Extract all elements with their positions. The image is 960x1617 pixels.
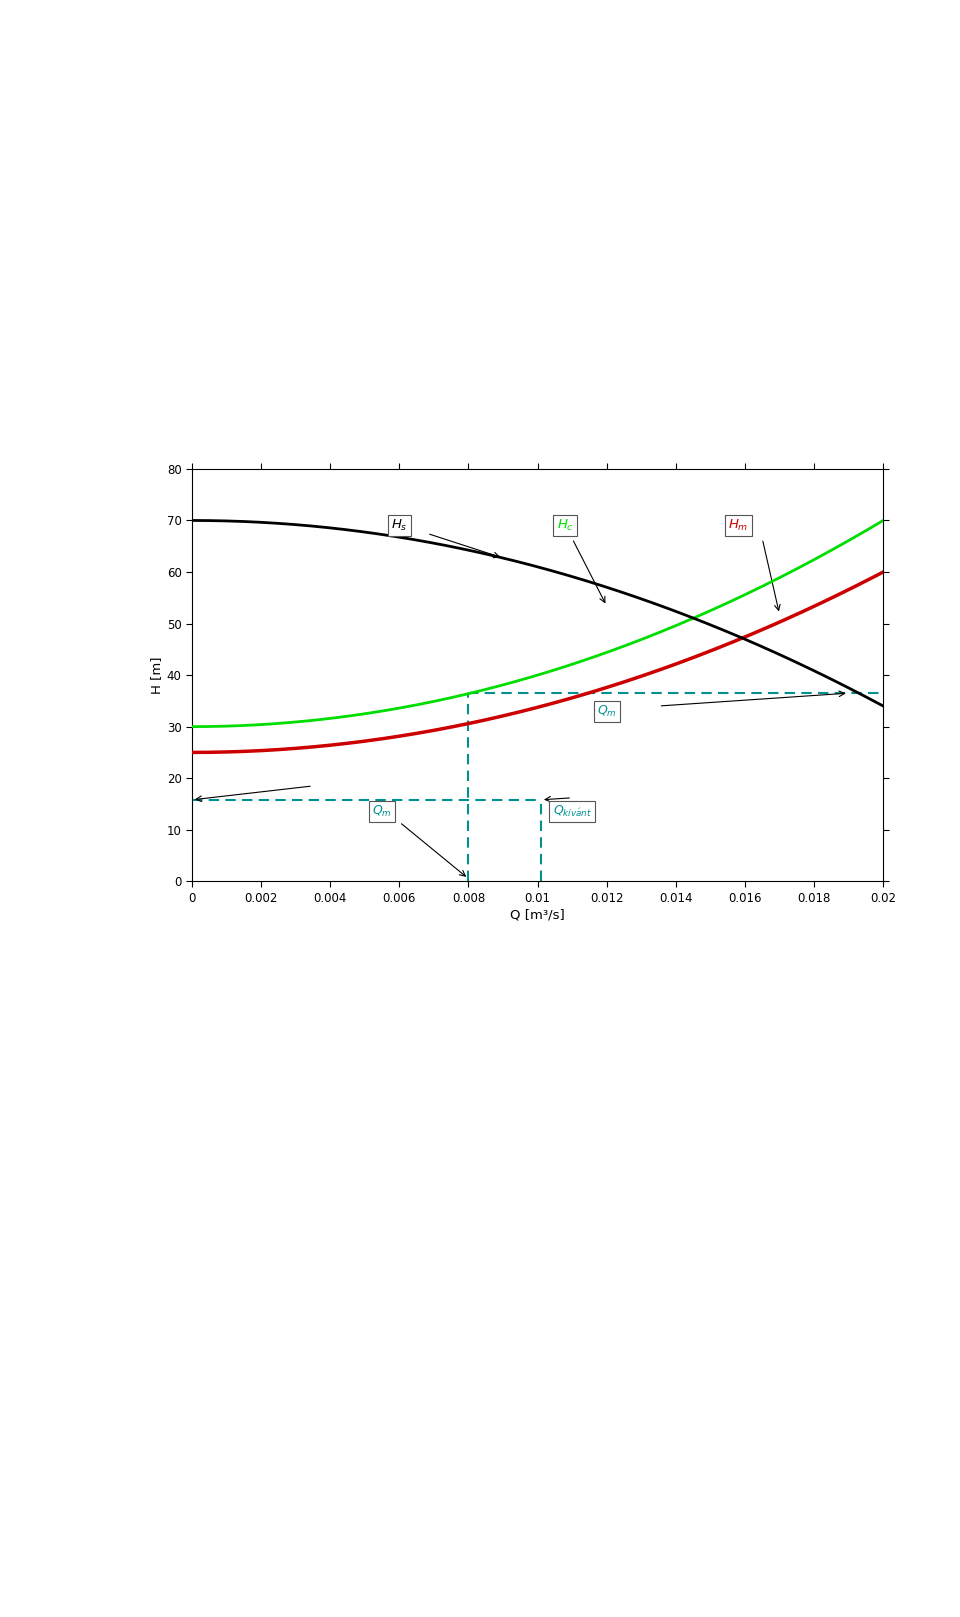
X-axis label: Q [m³/s]: Q [m³/s] (510, 909, 565, 922)
Y-axis label: H [m]: H [m] (150, 657, 162, 694)
Text: $Q_m$: $Q_m$ (372, 804, 392, 820)
Text: $Q_{kív\acute{a}nt}$: $Q_{kív\acute{a}nt}$ (553, 804, 591, 820)
Text: $H_c$: $H_c$ (557, 517, 574, 534)
Text: $H_m$: $H_m$ (728, 517, 748, 534)
Text: $Q_m$: $Q_m$ (597, 703, 616, 718)
Text: $H_s$: $H_s$ (391, 517, 408, 534)
